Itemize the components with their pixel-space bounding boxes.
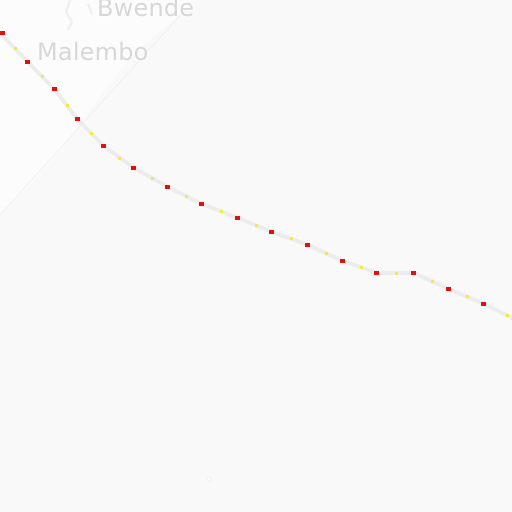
route-marker-alt: [151, 177, 154, 180]
route-marker-alt: [466, 295, 469, 298]
route-marker-alt: [14, 47, 17, 50]
route-marker-alt: [431, 280, 434, 283]
route-marker: [0, 31, 5, 35]
route-marker: [25, 60, 30, 64]
route-marker-alt: [185, 195, 188, 198]
route-marker: [131, 166, 136, 170]
route-marker: [305, 243, 310, 247]
route-marker: [411, 271, 416, 275]
terrain-area: [0, 0, 190, 215]
route-marker: [235, 216, 240, 220]
route-marker-alt: [255, 224, 258, 227]
route-markers: [0, 31, 509, 317]
route-marker-alt: [395, 272, 398, 275]
route-marker: [340, 259, 345, 263]
route-marker: [481, 302, 486, 306]
route-marker-alt: [360, 266, 363, 269]
point-feature: [207, 477, 211, 481]
route-marker: [374, 271, 379, 275]
route-marker: [52, 87, 57, 91]
town-outline: [87, 3, 93, 15]
route-marker-alt: [325, 252, 328, 255]
place-label-bwende: Bwende: [97, 0, 195, 22]
route-marker: [269, 230, 274, 234]
route-marker: [101, 144, 106, 148]
route-marker-alt: [290, 237, 293, 240]
route-marker: [165, 185, 170, 189]
route-marker-alt: [41, 75, 44, 78]
route-marker-alt: [220, 210, 223, 213]
route-marker: [199, 202, 204, 206]
place-label-malembo: Malembo: [37, 38, 149, 66]
route-marker-alt: [118, 157, 121, 160]
route-marker: [75, 117, 80, 121]
route-marker-alt: [90, 132, 93, 135]
route-marker-alt: [506, 314, 509, 317]
route-marker: [446, 287, 451, 291]
town-outline: [64, 0, 74, 31]
terrain-edge: [0, 9, 186, 216]
route-marker-alt: [66, 104, 69, 107]
